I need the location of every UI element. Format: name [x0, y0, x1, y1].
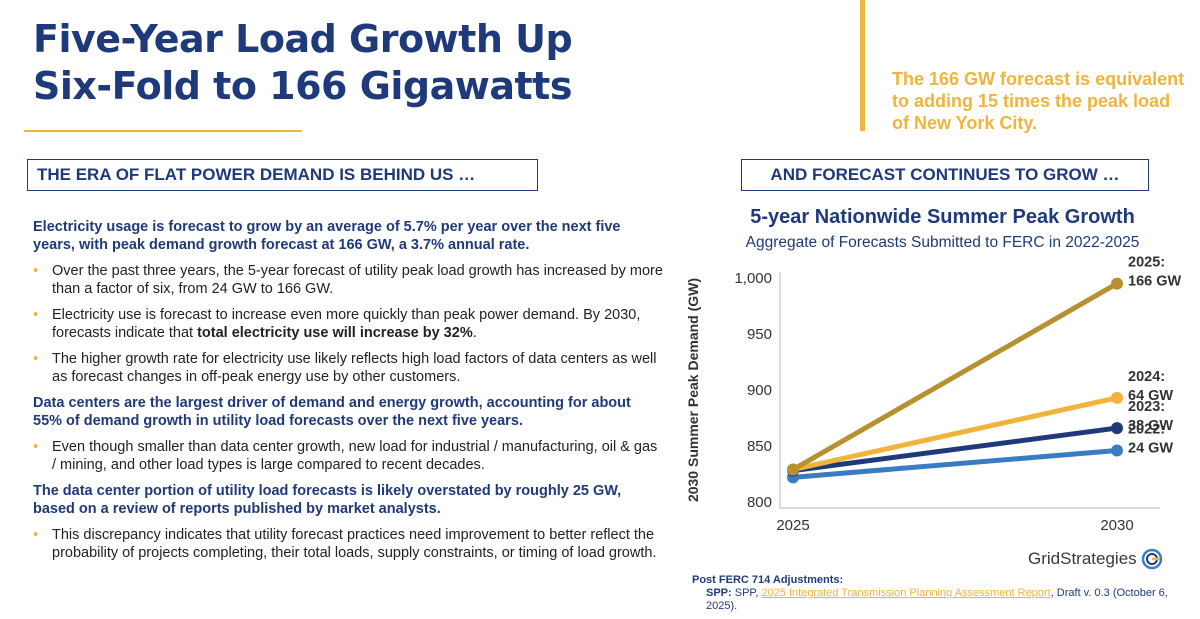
body-text: Electricity usage is forecast to grow by…	[33, 218, 663, 570]
footnote-heading: Post FERC 714 Adjustments:	[692, 574, 844, 586]
data-point	[1111, 422, 1123, 435]
data-point	[787, 463, 799, 476]
series-line	[790, 395, 1120, 473]
series-line	[790, 425, 1120, 474]
grid-strategies-logo: GridStrategies	[1028, 548, 1163, 570]
series-end-label: 166 GW	[1128, 274, 1181, 290]
y-tick-label: 950	[747, 326, 772, 343]
lead-paragraph: Electricity usage is forecast to grow by…	[33, 219, 621, 253]
text-group-2: Data centers are the largest driver of d…	[33, 394, 663, 474]
series-end-label: 24 GW	[1128, 440, 1173, 456]
left-section-title: THE ERA OF FLAT POWER DEMAND IS BEHIND U…	[27, 159, 538, 191]
series-end-label: 38 GW	[1128, 418, 1173, 434]
bullet-item: The higher growth rate for electricity u…	[33, 350, 663, 386]
text-group-1: Electricity usage is forecast to grow by…	[33, 218, 663, 386]
data-point	[1111, 444, 1123, 457]
y-axis-title: 2030 Summer Peak Demand (GW)	[685, 278, 701, 502]
y-tick-label: 850	[747, 438, 772, 455]
bullet-item: Electricity use is forecast to increase …	[33, 306, 663, 342]
bullet-list: Over the past three years, the 5-year fo…	[33, 262, 663, 386]
series-line	[790, 281, 1120, 473]
text-group-3: The data center portion of utility load …	[33, 482, 663, 562]
footnote: Post FERC 714 Adjustments: SPP: SPP, 202…	[692, 574, 1200, 613]
bullet-item: Even though smaller than data center gro…	[33, 438, 663, 474]
footnote-prefix: SPP:	[706, 587, 732, 599]
lead-paragraph: Data centers are the largest driver of d…	[33, 395, 631, 429]
right-section-title: AND FORECAST CONTINUES TO GROW …	[741, 159, 1149, 191]
series-end-label: 2024:	[1128, 369, 1165, 385]
chart-title: 5-year Nationwide Summer Peak Growth	[750, 206, 1135, 228]
data-point	[1111, 391, 1123, 404]
logo-mark-icon	[1141, 548, 1162, 570]
line-chart: 800 850 900 950 1,000 2025 2030 2030 Summer Pea…	[685, 255, 1181, 534]
title-line-2: Six-Fold to 166 Gigawatts	[33, 64, 572, 108]
series-end-label: 2025:	[1128, 255, 1165, 271]
series-end-label: 2023:	[1128, 399, 1165, 415]
bold-phrase: total electricity use will increase by 3…	[197, 325, 473, 341]
title-line-1: Five-Year Load Growth Up	[33, 17, 573, 61]
bullet-list: Even though smaller than data center gro…	[33, 438, 663, 474]
y-tick-label: 900	[747, 382, 772, 399]
series-end-label: 64 GW	[1128, 388, 1173, 404]
title-divider	[24, 130, 302, 132]
footnote-line: SPP: SPP, 2025 Integrated Transmission P…	[706, 587, 1168, 612]
y-tick-label: 800	[747, 494, 772, 511]
callout-accent-bar	[860, 0, 865, 131]
callout-text: The 166 GW forecast is equivalent to add…	[892, 69, 1185, 133]
x-tick-label: 2030	[1100, 517, 1133, 534]
data-point	[1111, 277, 1123, 290]
lead-paragraph: The data center portion of utility load …	[33, 483, 622, 517]
series-end-label: 2022:	[1128, 421, 1165, 437]
series-line	[790, 447, 1120, 480]
report-link[interactable]: 2025 Integrated Transmission Planning As…	[761, 587, 1051, 599]
logo-text: GridStrategies	[1028, 549, 1137, 568]
chart-subtitle: Aggregate of Forecasts Submitted to FERC…	[745, 234, 1140, 251]
bullet-item: Over the past three years, the 5-year fo…	[33, 262, 663, 298]
bullet-item: This discrepancy indicates that utility …	[33, 526, 663, 562]
y-tick-label: 1,000	[734, 270, 772, 287]
page-title: Five-Year Load Growth Up Six-Fold to 166…	[33, 16, 593, 110]
bullet-list: This discrepancy indicates that utility …	[33, 526, 663, 562]
x-tick-label: 2025	[776, 517, 809, 534]
